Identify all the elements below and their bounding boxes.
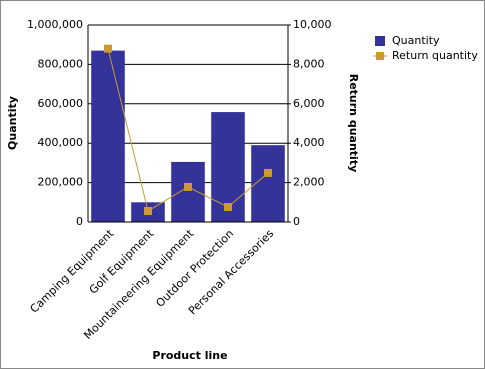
y-tick-label: 400,000 [38,136,84,149]
legend-swatch [376,52,384,60]
y-axis-title: Quantity [6,96,19,150]
y2-tick-label: 6,000 [293,97,325,110]
legend-swatch [375,36,385,46]
bar [171,161,205,222]
y2-axis-title: Return quantity [347,74,360,173]
line-marker [184,182,192,191]
line-marker [104,44,112,53]
x-axis-title: Product line [152,349,227,362]
y2-tick-label: 2,000 [293,176,325,189]
y-tick-label: 600,000 [38,97,84,110]
bar [251,145,285,222]
y2-tick-label: 0 [293,215,300,228]
bar [91,50,125,222]
line-marker [224,203,232,212]
line-marker [144,206,152,215]
line-marker [264,168,272,177]
legend-label: Quantity [392,34,440,47]
y-tick-label: 0 [76,215,83,228]
y-tick-label: 1,000,000 [27,18,83,31]
y-tick-label: 800,000 [38,57,84,70]
y-tick-label: 200,000 [38,176,84,189]
y2-tick-label: 8,000 [293,57,325,70]
y2-tick-label: 4,000 [293,136,325,149]
legend-label: Return quantity [392,49,478,62]
y2-tick-label: 10,000 [293,18,332,31]
